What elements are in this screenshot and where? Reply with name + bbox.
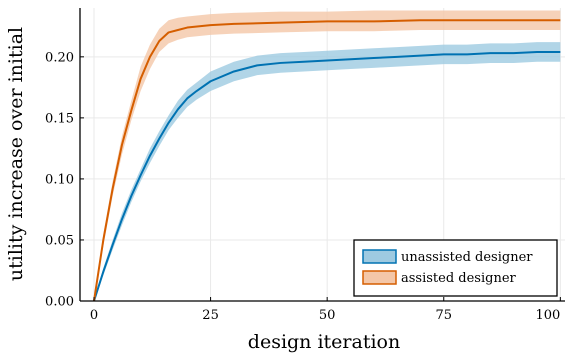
y-ticks: 0.00 0.05 0.10 0.15 0.20	[45, 50, 84, 310]
x-tick-label: 100	[536, 308, 561, 323]
y-tick-label: 0.00	[45, 295, 74, 310]
legend-swatch-0	[362, 249, 397, 264]
y-tick-label: 0.10	[45, 172, 74, 187]
series-line-1	[93, 19, 561, 302]
legend-label-1: assisted designer	[401, 271, 517, 286]
legend-box	[353, 239, 558, 297]
x-axis-label: design iteration	[248, 331, 400, 353]
y-tick-label: 0.15	[45, 111, 74, 126]
x-tick-label: 25	[202, 308, 219, 323]
y-tick-label: 0.05	[45, 233, 74, 248]
x-ticks: 0 25 50 75 100	[90, 297, 561, 323]
y-tick-label: 0.20	[45, 50, 74, 65]
y-axis-label: utility increase over initial	[5, 27, 27, 281]
legend-label-0: unassisted designer	[401, 250, 533, 265]
legend: unassisted designer assisted designer	[353, 239, 558, 297]
x-tick-label: 0	[90, 308, 98, 323]
legend-swatch-1	[362, 270, 397, 285]
series-lines	[93, 19, 561, 302]
x-tick-label: 75	[435, 308, 452, 323]
series-line-0	[93, 50, 561, 302]
x-tick-label: 50	[319, 308, 336, 323]
